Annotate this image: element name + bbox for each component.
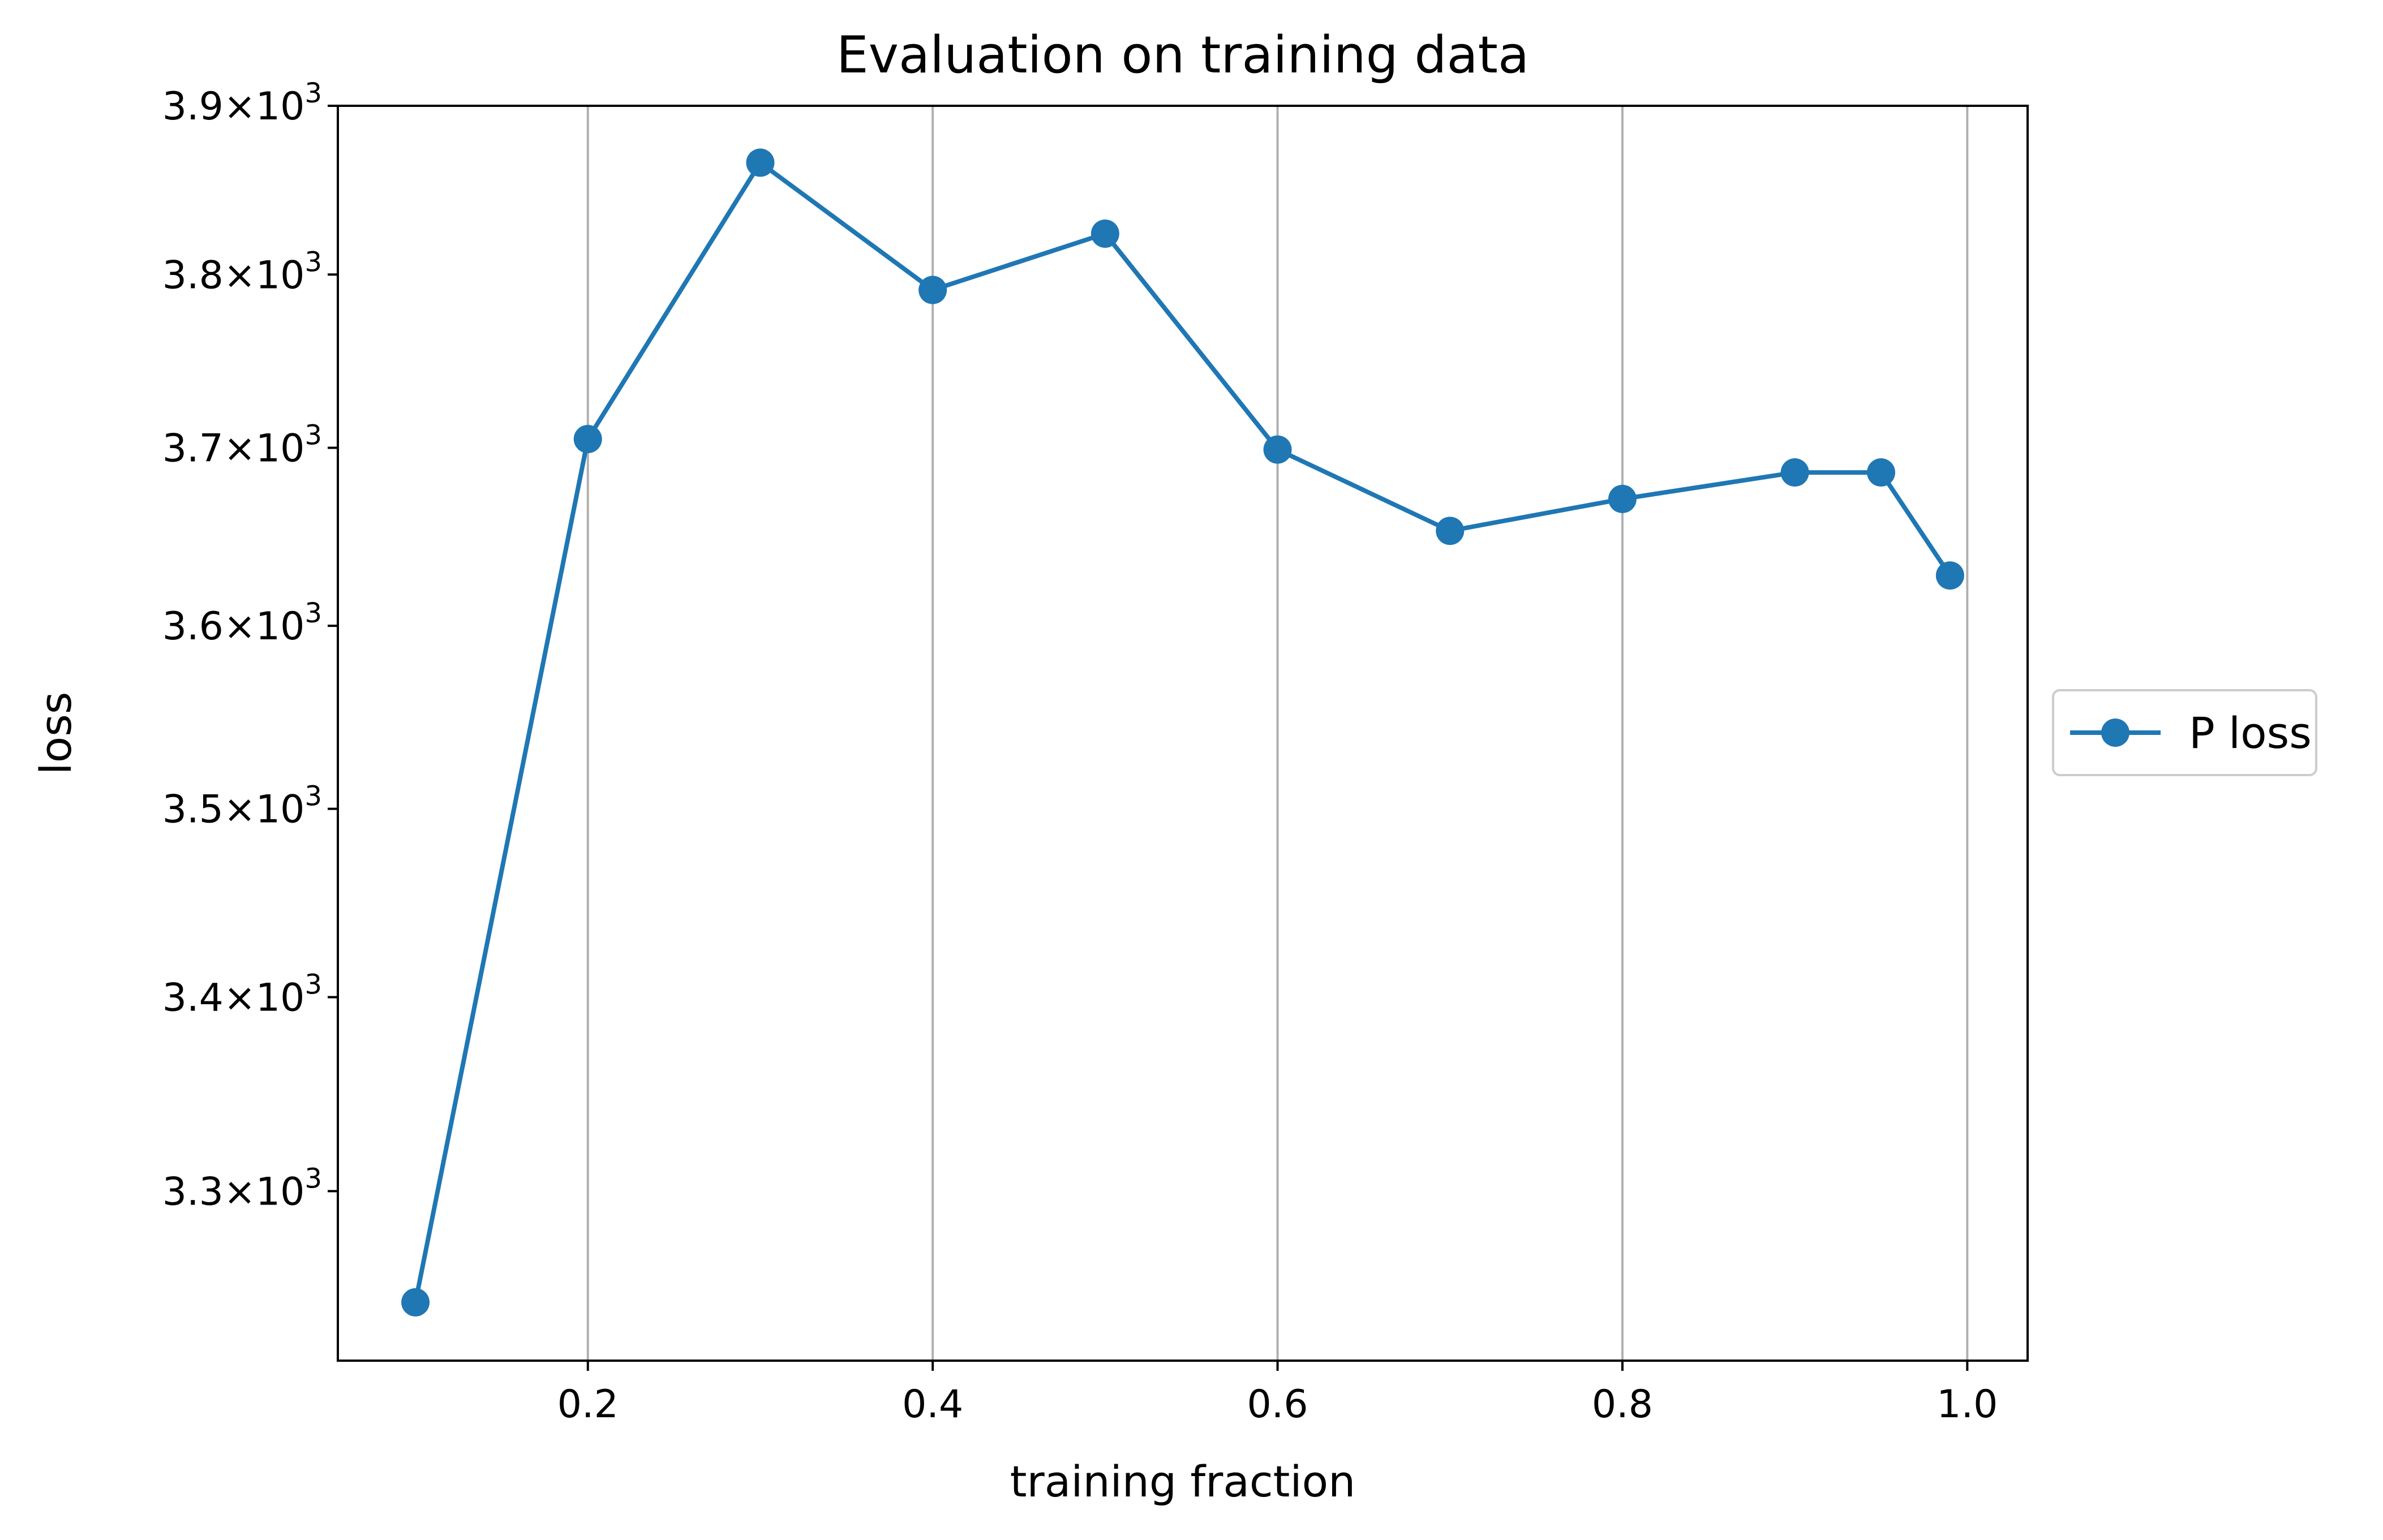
data-point xyxy=(573,425,602,454)
series-layer xyxy=(401,148,1964,1317)
data-point xyxy=(1867,458,1896,487)
plot-frame xyxy=(337,105,2029,1362)
y-tick-label: 3.6×103 xyxy=(162,597,322,649)
legend-label: P loss xyxy=(2189,708,2312,758)
y-tick-label: 3.5×103 xyxy=(162,781,322,832)
legend-marker xyxy=(2101,719,2129,747)
x-tick-label: 0.8 xyxy=(1592,1382,1653,1427)
grid-layer xyxy=(586,106,1969,1361)
data-point xyxy=(918,276,947,304)
y-tick-label: 3.3×103 xyxy=(162,1163,322,1214)
x-tick-label: 0.6 xyxy=(1247,1382,1308,1427)
x-tick-label: 1.0 xyxy=(1937,1382,1998,1427)
data-point xyxy=(1608,484,1637,513)
data-point xyxy=(1780,458,1809,487)
x-tick-label: 0.2 xyxy=(557,1382,619,1427)
y-tick-label: 3.8×103 xyxy=(162,246,322,298)
tick-layer: 0.2 0.4 0.6 0.8 1.0 3.3×103 3.4×103 3.5×103 3.6×… xyxy=(162,78,1998,1427)
chart-title: Evaluation on training data xyxy=(836,25,1529,85)
x-axis-label: training fraction xyxy=(1010,1456,1356,1507)
data-point xyxy=(746,148,775,177)
y-axis-label: loss xyxy=(31,692,81,775)
data-point xyxy=(1935,561,1964,590)
x-tick-label: 0.4 xyxy=(902,1382,963,1427)
y-tick-label: 3.9×103 xyxy=(162,78,322,129)
data-point xyxy=(401,1288,430,1317)
data-point xyxy=(1436,517,1465,545)
data-point xyxy=(1090,219,1119,248)
legend: P loss xyxy=(2052,689,2317,776)
series-line xyxy=(413,160,1952,1303)
legend-box xyxy=(2052,689,2317,776)
y-tick-label: 3.7×103 xyxy=(162,420,322,471)
y-tick-label: 3.4×103 xyxy=(162,969,322,1021)
data-point xyxy=(1263,435,1292,464)
